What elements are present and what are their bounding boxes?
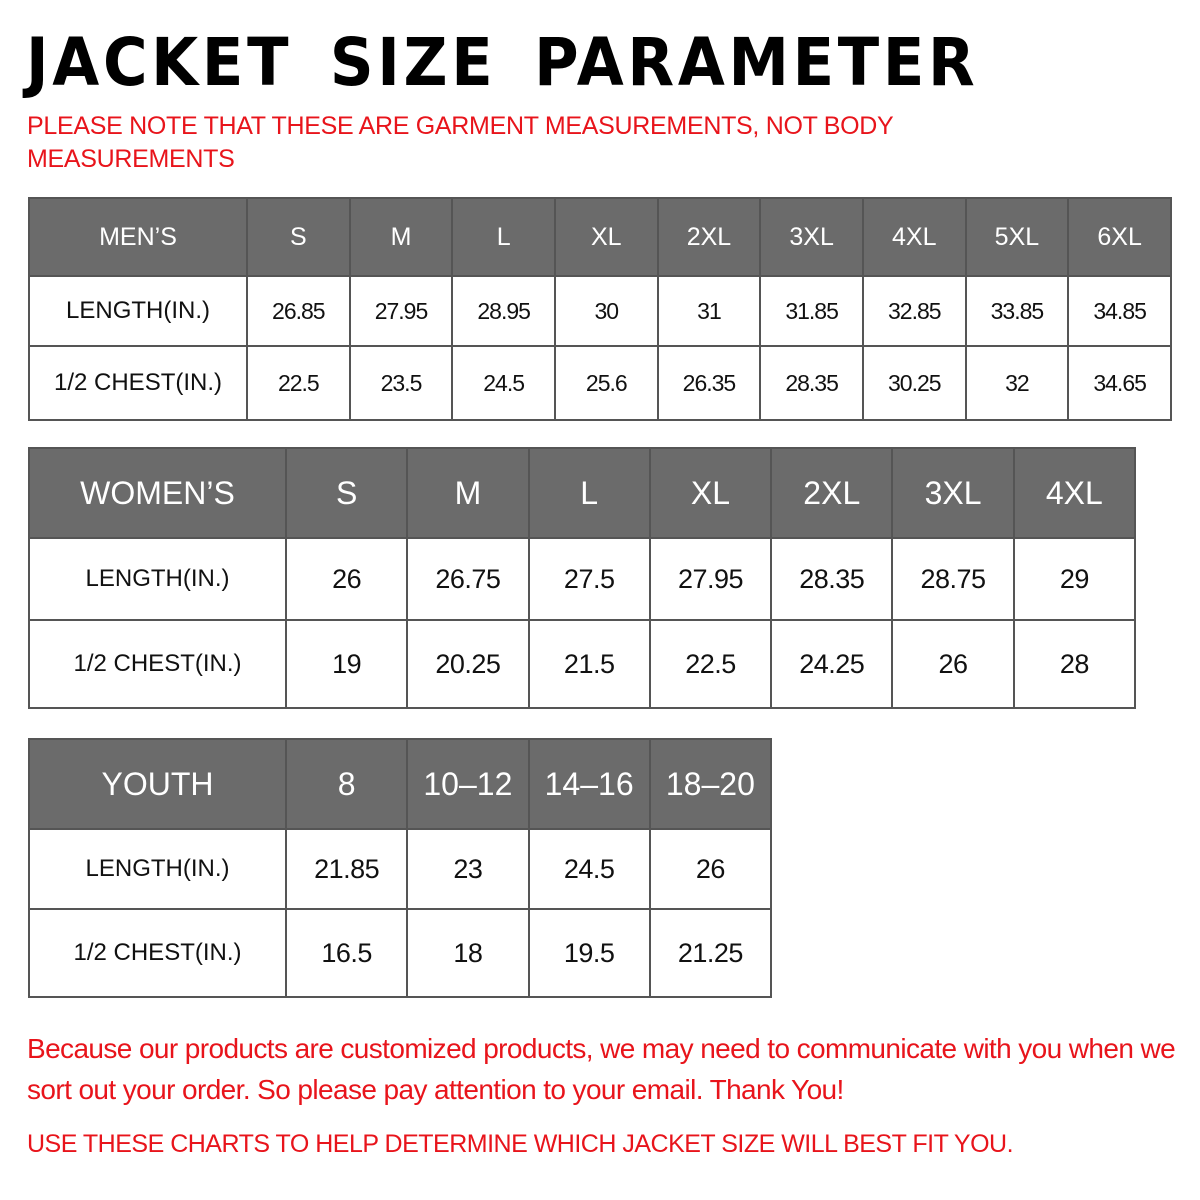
measurement-cell: 25.6 [553,345,659,421]
measurement-cell: 28.95 [451,275,556,347]
size-header: XL [648,447,773,539]
size-header: 4XL [1012,447,1137,539]
measurement-cell: 19 [284,619,409,709]
measurement-cell: 32 [964,345,1070,421]
measurement-cell: 23 [406,828,530,910]
measurement-cell: 32.85 [861,275,967,347]
size-header: 2XL [770,447,894,539]
measurement-cell: 22.5 [648,619,773,709]
measurement-cell: 27.95 [648,537,773,621]
measurement-cell: 26.85 [246,275,351,347]
measurement-cell: 30.25 [861,345,967,421]
measurement-cell: 26.35 [656,345,762,421]
size-header: 14–16 [527,738,651,830]
measurement-cell: 28.35 [759,345,864,421]
table-row: 1/2 CHEST(IN.) 19 20.25 21.5 22.5 24.25 26 28 [28,619,1137,709]
measurement-cell: 22.5 [246,345,351,421]
size-header: L [527,447,651,539]
size-header: 3XL [759,197,864,277]
measurement-cell: 18 [406,908,530,998]
row-label: 1/2 CHEST(IN.) [28,619,287,709]
footer-note: USE THESE CHARTS TO HELP DETERMINE WHICH… [27,1130,1014,1158]
measurement-cell: 29 [1012,537,1137,621]
table-row: LENGTH(IN.) 26 26.75 27.5 27.95 28.35 28.75 29 [28,537,1137,621]
measurement-cell: 27.95 [348,275,454,347]
row-label: LENGTH(IN.) [28,537,287,621]
table-row: 1/2 CHEST(IN.) 22.5 23.5 24.5 25.6 26.35 28.35… [28,345,1172,421]
measurement-cell: 33.85 [964,275,1070,347]
size-header: M [406,447,530,539]
measurement-cell: 19.5 [527,908,651,998]
header-row: MEN’S S M L XL 2XL 3XL 4XL 5XL 6XL [28,197,1172,277]
measurement-cell: 26.75 [406,537,530,621]
size-header: XL [553,197,659,277]
size-header: S [246,197,351,277]
table-row: 1/2 CHEST(IN.) 16.5 18 19.5 21.25 [28,908,773,998]
row-label: 1/2 CHEST(IN.) [28,908,287,998]
measurement-cell: 34.85 [1067,275,1172,347]
measurement-cell: 23.5 [348,345,454,421]
row-label: LENGTH(IN.) [28,275,248,347]
measurement-cell: 28 [1012,619,1137,709]
measurement-cell: 31 [656,275,762,347]
table-row: LENGTH(IN.) 21.85 23 24.5 26 [28,828,773,910]
youth-size-table: YOUTH 8 10–12 14–16 18–20 LENGTH(IN.) 21.85 23 2… [28,738,773,998]
table-category-header: WOMEN’S [28,447,287,539]
page-title: JACKET SIZE PARAMETER [26,24,979,101]
size-header: 2XL [656,197,762,277]
measurement-cell: 27.5 [527,537,651,621]
table-row: LENGTH(IN.) 26.85 27.95 28.95 30 31 31.85 32.85… [28,275,1172,347]
measurement-cell: 16.5 [284,908,409,998]
measurement-note: PLEASE NOTE THAT THESE ARE GARMENT MEASU… [27,112,893,173]
measurement-cell: 21.85 [284,828,409,910]
size-header: 3XL [891,447,1015,539]
footer-message: Because our products are customized prod… [27,1033,1176,1105]
measurement-cell: 21.5 [527,619,651,709]
measurement-cell: 26 [891,619,1015,709]
measurement-cell: 31.85 [759,275,864,347]
size-header: 6XL [1067,197,1172,277]
size-header: 18–20 [648,738,773,830]
measurement-cell: 34.65 [1067,345,1172,421]
size-header: 8 [284,738,409,830]
row-label: LENGTH(IN.) [28,828,287,910]
size-header: 10–12 [406,738,530,830]
size-header: S [284,447,409,539]
mens-size-table: MEN’S S M L XL 2XL 3XL 4XL 5XL 6XL LENGTH(IN.) 26.8… [28,197,1172,421]
measurement-cell: 20.25 [406,619,530,709]
table-category-header: MEN’S [28,197,248,277]
measurement-cell: 26 [284,537,409,621]
size-header: L [451,197,556,277]
header-row: WOMEN’S S M L XL 2XL 3XL 4XL [28,447,1137,539]
measurement-cell: 24.25 [770,619,894,709]
size-header: 5XL [964,197,1070,277]
measurement-cell: 21.25 [648,908,773,998]
measurement-cell: 26 [648,828,773,910]
measurement-cell: 24.5 [451,345,556,421]
size-header: 4XL [861,197,967,277]
table-category-header: YOUTH [28,738,287,830]
womens-size-table: WOMEN’S S M L XL 2XL 3XL 4XL LENGTH(IN.) 26 26.75 2… [28,447,1137,709]
row-label: 1/2 CHEST(IN.) [28,345,248,421]
measurement-cell: 28.35 [770,537,894,621]
size-header: M [348,197,454,277]
measurement-cell: 24.5 [527,828,651,910]
measurement-cell: 30 [553,275,659,347]
measurement-cell: 28.75 [891,537,1015,621]
header-row: YOUTH 8 10–12 14–16 18–20 [28,738,773,830]
